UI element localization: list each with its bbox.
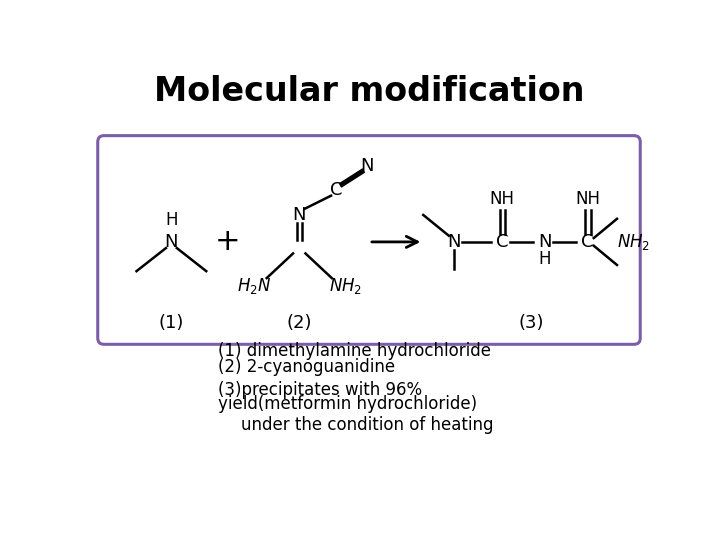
Text: NH: NH [575,190,600,208]
Text: (2): (2) [287,314,312,332]
Text: C: C [330,180,343,199]
Text: yield(metformin hydrochloride): yield(metformin hydrochloride) [218,395,477,413]
Text: NH: NH [490,190,515,208]
Text: H: H [539,250,552,268]
Text: +: + [215,227,240,256]
Text: H: H [165,211,178,230]
Text: N: N [448,233,461,251]
Text: (2) 2-cyanoguanidine: (2) 2-cyanoguanidine [218,357,395,376]
FancyBboxPatch shape [98,136,640,345]
Text: (3)precipitates with 96%: (3)precipitates with 96% [218,381,422,399]
Text: $NH_2$: $NH_2$ [329,276,362,296]
Text: C: C [496,233,508,251]
Text: N: N [165,233,178,251]
Text: $NH_2$: $NH_2$ [618,232,651,252]
Text: N: N [361,158,374,176]
Text: (3): (3) [519,314,544,332]
Text: C: C [581,233,594,251]
Text: (1): (1) [158,314,184,332]
Text: N: N [292,206,306,224]
Text: Molecular modification: Molecular modification [154,75,584,108]
Text: under the condition of heating: under the condition of heating [241,416,494,434]
Text: $H_2N$: $H_2N$ [237,276,271,296]
Text: N: N [538,233,552,251]
Text: (1) dimethylamine hydrochloride: (1) dimethylamine hydrochloride [218,342,491,360]
